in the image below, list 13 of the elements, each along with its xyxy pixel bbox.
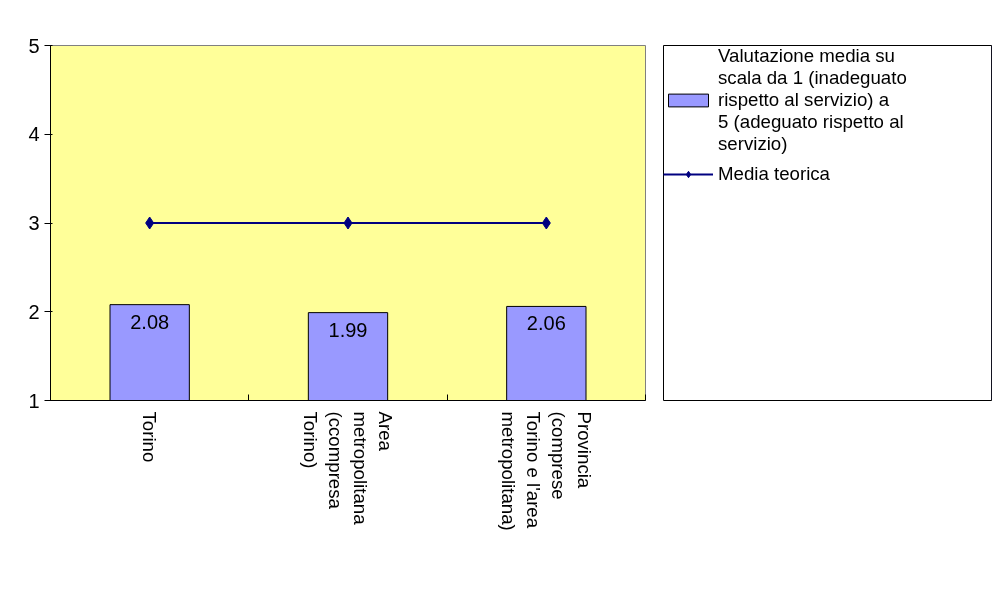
- y-tick-label: 3: [28, 212, 40, 234]
- y-tick-label: 4: [28, 123, 40, 146]
- x-tick-label: Torino: [139, 411, 161, 463]
- x-tick-label: Area metropolitana (ccompresa Torino): [299, 411, 397, 526]
- data-label: 2.08: [130, 310, 170, 333]
- x-tick-label: Provincia (comprese Torino e l'area metropolitana): [498, 411, 595, 531]
- y-tick-label: 2: [28, 300, 40, 323]
- legend-label: Valutazione media su scala da 1 (inadeguato rispetto al servizio) a 5 (adeguato rispetto al servizio): [718, 45, 907, 155]
- legend-label: Media teorica: [718, 163, 830, 185]
- y-tick-label: 5: [28, 34, 40, 57]
- data-label: 2.06: [526, 312, 566, 335]
- data-label: 1.99: [328, 318, 368, 341]
- y-tick-label: 1: [28, 389, 40, 412]
